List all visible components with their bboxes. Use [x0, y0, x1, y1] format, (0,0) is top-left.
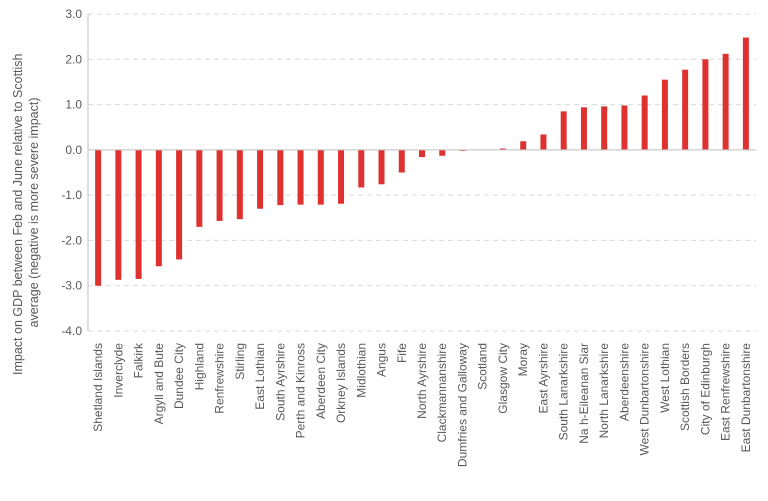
bar: [580, 107, 587, 150]
bar: [277, 149, 284, 206]
y-tick-label: -2.0: [61, 233, 82, 247]
y-tick-label: 2.0: [65, 52, 82, 66]
bar: [216, 149, 223, 221]
bar: [661, 79, 668, 150]
y-axis-title-line-2: average (negative is more severe impact): [27, 98, 41, 328]
bar: [95, 149, 102, 286]
x-tick-label: Orkney Islands: [334, 343, 348, 423]
y-tick-label: 0.0: [65, 143, 82, 157]
x-tick-label: Shetland Islands: [91, 343, 105, 432]
x-tick-label: West Lothian: [658, 343, 672, 413]
x-tick-label: North Lanarkshire: [597, 343, 611, 439]
bar: [742, 37, 749, 150]
x-tick-label: Aberdeen City: [314, 343, 328, 419]
x-tick-label: East Ayrshire: [536, 343, 550, 414]
x-tick-label: West Dunbartonshire: [638, 343, 652, 456]
bar: [499, 148, 506, 150]
y-axis-title-line-1: Impact on GDP between Feb and June relat…: [11, 53, 25, 375]
gridlines: [88, 13, 756, 332]
bar: [560, 111, 567, 150]
x-tick-label: North Ayrshire: [415, 343, 429, 419]
bar: [520, 141, 527, 150]
x-tick-label: East Dunbartonshire: [739, 343, 753, 453]
bars: [95, 37, 749, 286]
y-tick-label: -1.0: [61, 188, 82, 202]
x-tick-label: Stirling: [233, 343, 247, 380]
bar: [236, 149, 243, 220]
y-tick-label: -3.0: [61, 279, 82, 293]
bar: [601, 106, 608, 150]
x-tick-labels: Shetland Islands Inverclyde Falkirk Argyll …: [91, 342, 753, 467]
y-tick-label: -4.0: [61, 324, 82, 338]
x-tick-label: Dumfries and Galloway: [455, 343, 469, 467]
bar: [702, 59, 709, 150]
x-tick-label: East Lothian: [253, 343, 267, 410]
bar: [196, 149, 203, 227]
bar: [398, 149, 405, 173]
x-tick-label: Glasgow City: [496, 343, 510, 414]
bar: [176, 149, 183, 260]
y-axis-title: Impact on GDP between Feb and June relat…: [11, 50, 41, 375]
x-tick-label: Renfrewshire: [213, 343, 227, 414]
bar: [439, 149, 446, 156]
x-tick-label: Inverclyde: [111, 343, 125, 398]
bar: [722, 53, 729, 150]
bar: [641, 95, 648, 150]
x-tick-label: Angus: [375, 343, 389, 377]
x-tick-label: Argyll and Bute: [152, 343, 166, 425]
bar: [257, 149, 264, 209]
x-tick-label: East Renfrewshire: [719, 343, 733, 441]
x-tick-label: Perth and Kinross: [294, 343, 308, 438]
y-tick-label: 3.0: [65, 7, 82, 21]
bar: [297, 149, 304, 205]
x-tick-label: Midlothian: [354, 343, 368, 398]
bar: [621, 105, 628, 150]
x-tick-label: Scottish Borders: [678, 343, 692, 431]
y-tick-labels: -4.0 -3.0 -2.0 -1.0 0.0 1.0 2.0 3.0: [61, 7, 82, 338]
x-tick-label: South Lanarkshire: [557, 343, 571, 441]
x-tick-label: Highland: [192, 343, 206, 390]
bar: [378, 149, 385, 185]
x-tick-label: Moray: [516, 343, 530, 376]
y-tick-label: 1.0: [65, 98, 82, 112]
x-tick-label: Dundee City: [172, 343, 186, 409]
x-tick-label: Falkirk: [132, 342, 146, 378]
x-tick-label: Na h-Eileanan Siar: [577, 343, 591, 444]
bar: [540, 134, 547, 150]
x-tick-label: Aberdeenshire: [617, 343, 631, 421]
bar: [317, 149, 324, 205]
bar: [115, 149, 122, 280]
bar: [135, 149, 142, 279]
x-tick-label: Clackmannanshire: [435, 343, 449, 443]
x-tick-label: City of Edinburgh: [698, 343, 712, 435]
bar: [682, 69, 689, 150]
x-tick-label: South Ayrshire: [273, 343, 287, 421]
bar: [358, 149, 365, 188]
bar: [155, 149, 162, 267]
bar: [419, 149, 425, 158]
x-tick-label: Scotland: [476, 343, 490, 390]
x-tick-label: Fife: [395, 343, 409, 363]
bar: [338, 149, 345, 204]
